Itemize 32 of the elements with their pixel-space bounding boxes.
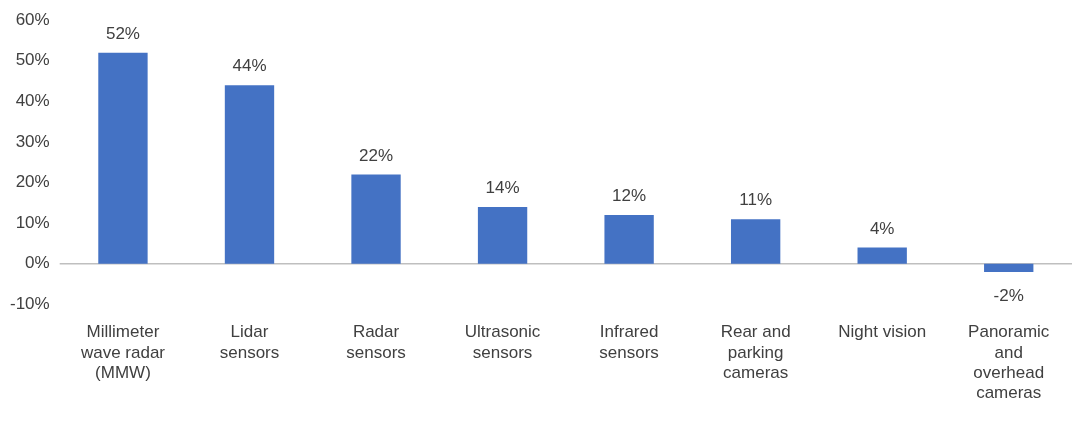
data-label: 44% (232, 56, 267, 76)
data-label: 12% (612, 186, 647, 206)
x-tick-label: Millimeter wave radar (MMW) (79, 322, 166, 383)
y-tick-label: 20% (15, 172, 50, 192)
x-tick-label: Ultrasonic sensors (464, 322, 541, 362)
x-tick-label: Lidar sensors (219, 322, 280, 362)
x-tick-label: Infrared sensors (599, 322, 659, 362)
data-label: 4% (869, 218, 895, 238)
y-tick-label: 10% (15, 212, 50, 232)
bar (224, 85, 275, 264)
data-label: 14% (485, 178, 520, 198)
y-tick-label: 40% (15, 91, 50, 111)
bar (984, 263, 1034, 272)
y-tick-label: 30% (15, 131, 50, 151)
x-tick-label: Night vision (838, 322, 927, 342)
x-tick-label: Panoramic and overhead cameras (968, 322, 1050, 403)
y-tick-label: 60% (15, 9, 50, 29)
x-tick-label: Radar sensors (346, 322, 406, 362)
x-tick-label: Rear and parking cameras (720, 322, 791, 383)
y-tick-label: 50% (15, 50, 50, 70)
bar (351, 174, 401, 264)
data-label: -2% (993, 286, 1024, 306)
data-label: 11% (739, 190, 773, 210)
y-tick-label: 0% (25, 253, 50, 273)
bar (857, 247, 907, 264)
bar (730, 219, 781, 264)
data-label: 52% (105, 23, 140, 43)
data-label: 22% (359, 145, 394, 165)
bar (604, 215, 654, 264)
y-tick-label: -10% (10, 294, 50, 314)
bar (98, 52, 148, 264)
bar (477, 206, 528, 264)
